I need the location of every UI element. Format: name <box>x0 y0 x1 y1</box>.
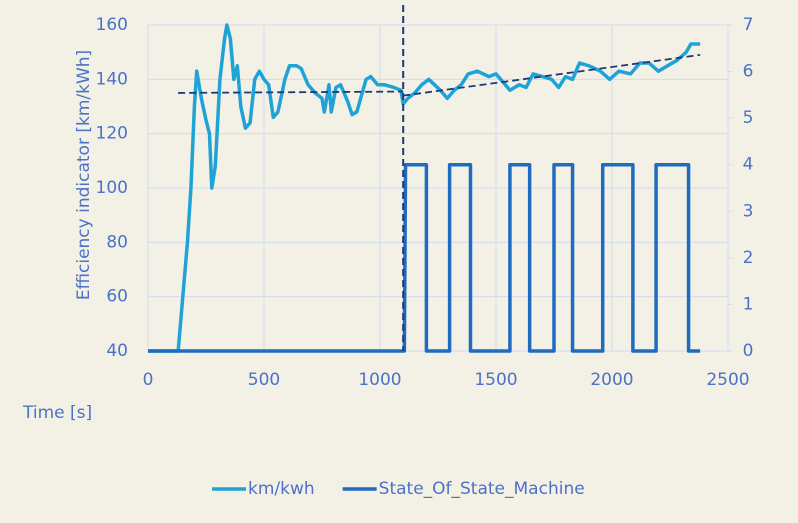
y-tick-label: 160 <box>96 15 128 35</box>
y2-tick-label: 2 <box>743 248 754 268</box>
y2-tick-label: 6 <box>743 62 754 82</box>
y-tick-label: 100 <box>96 178 128 198</box>
y2-tick-label: 0 <box>743 341 754 361</box>
y-axis-label: Efficiency indicator [km/kWh] <box>74 50 94 300</box>
y2-tick-label: 5 <box>743 108 754 128</box>
y2-tick-label: 3 <box>743 201 754 221</box>
y-tick-label: 120 <box>96 124 128 144</box>
trendline <box>403 53 701 97</box>
x-tick-label: 1500 <box>474 370 517 390</box>
y2-tick-label: 1 <box>743 294 754 314</box>
legend-label: km/kwh <box>248 479 315 499</box>
y-tick-label: 80 <box>106 232 128 252</box>
y-tick-label: 60 <box>106 287 128 307</box>
x-tick-label: 1000 <box>358 370 401 390</box>
legend-label: State_Of_State_Machine <box>379 479 585 499</box>
x-tick-label: 500 <box>248 370 280 390</box>
x-axis-label: Time [s] <box>22 403 92 423</box>
trendline <box>178 90 404 94</box>
y2-tick-label: 7 <box>743 15 754 35</box>
x-tick-label: 2500 <box>706 370 749 390</box>
series-line <box>148 23 701 353</box>
y2-tick-label: 4 <box>743 155 754 175</box>
x-tick-label: 0 <box>143 370 154 390</box>
series-line <box>148 162 701 353</box>
x-tick-label: 2000 <box>590 370 633 390</box>
y-tick-label: 40 <box>106 341 128 361</box>
y-tick-label: 140 <box>96 69 128 89</box>
